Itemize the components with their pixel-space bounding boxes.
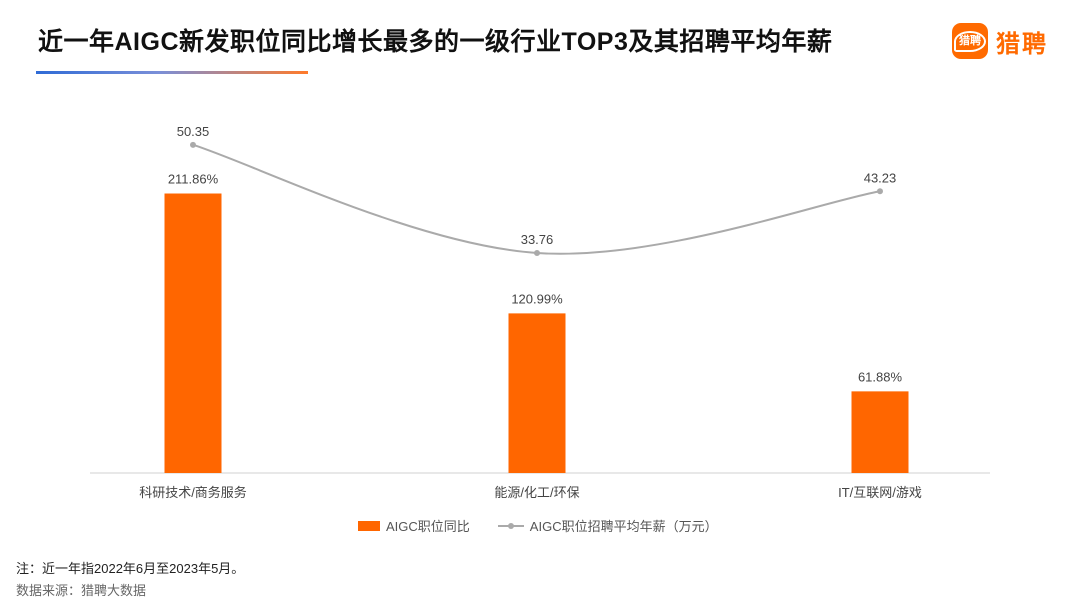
legend-item-bar: AIGC职位同比: [358, 516, 470, 535]
legend-line-label: AIGC职位招聘平均年薪（万元）: [529, 519, 718, 534]
legend: AIGC职位同比 AIGC职位招聘平均年薪（万元）: [358, 516, 718, 535]
bar-data-label: 211.86%: [168, 172, 219, 187]
line-point: [877, 188, 883, 195]
footnote: 注：近一年指2022年6月至2023年5月。: [16, 561, 245, 576]
logo-text: 猎聘: [996, 30, 1048, 58]
bar: [164, 193, 222, 474]
legend-bar-label: AIGC职位同比: [386, 519, 470, 534]
bar-data-label: 61.88%: [858, 369, 903, 384]
line-point: [190, 141, 196, 148]
chart: 211.86% 120.99% 61.88% 50.35 33.76 43.23 科研技…: [90, 124, 990, 500]
legend-bar-swatch: [358, 520, 380, 531]
line-data-label: 33.76: [521, 232, 554, 247]
line-point: [534, 249, 540, 256]
line-data-label: 43.23: [864, 170, 897, 185]
title-underline: [36, 71, 308, 74]
page-title: 近一年AIGC新发职位同比增长最多的一级行业TOP3及其招聘平均年薪: [38, 28, 833, 56]
x-tick-label: 能源/化工/环保: [494, 485, 579, 500]
bar-data-label: 120.99%: [511, 291, 563, 306]
bar: [508, 313, 566, 473]
line-data-label: 50.35: [177, 124, 210, 139]
x-tick-label: IT/互联网/游戏: [838, 485, 922, 500]
brand-logo: 猎聘 猎聘: [952, 23, 1048, 59]
legend-item-line: AIGC职位招聘平均年薪（万元）: [497, 516, 718, 535]
data-source: 数据来源：猎聘大数据: [16, 583, 147, 598]
x-tick-label: 科研技术/商务服务: [139, 485, 247, 500]
chat-bubble-logo-icon: 猎聘: [952, 23, 988, 59]
legend-line-swatch: [497, 521, 524, 531]
bar: [851, 391, 909, 473]
